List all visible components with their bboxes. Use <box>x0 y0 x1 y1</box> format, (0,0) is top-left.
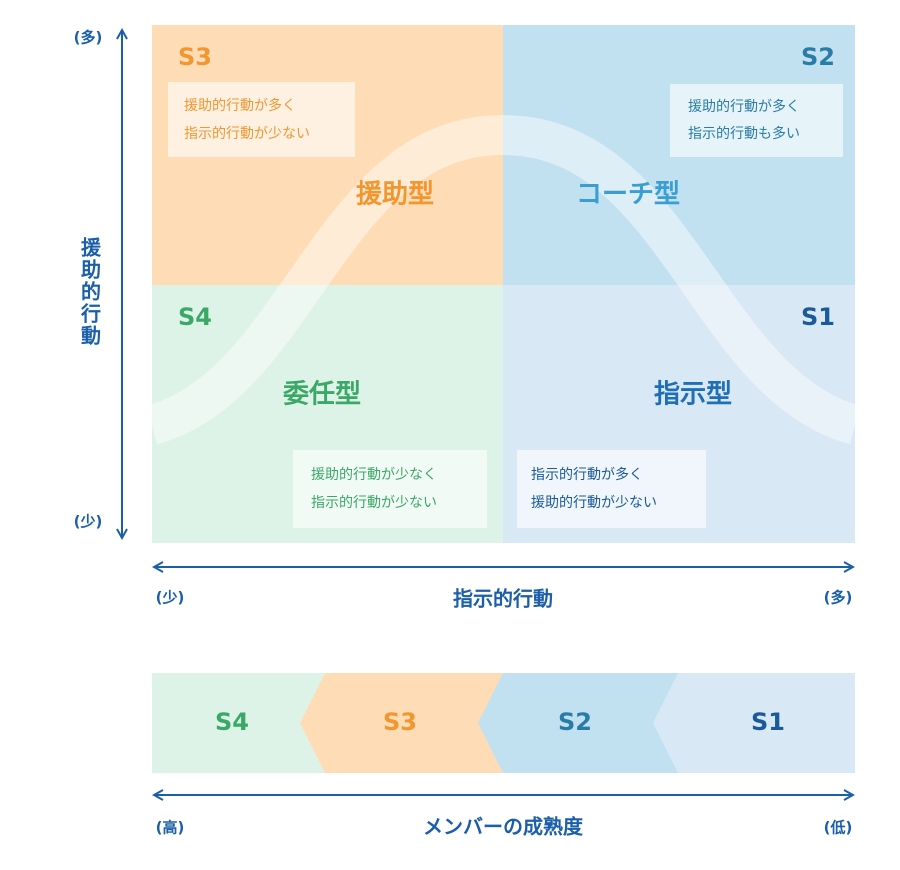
desc: 援助的行動が少ない <box>531 495 657 511</box>
x-right: (多) <box>824 589 853 607</box>
segment-label: S3 <box>383 708 417 736</box>
code: S2 <box>801 43 835 71</box>
desc: 援助的行動が多く <box>688 98 800 115</box>
y-bottom: (少) <box>74 513 103 531</box>
desc: 指示的行動が少ない <box>184 126 310 142</box>
segment-label: S1 <box>751 708 785 736</box>
segment-s1 <box>653 673 855 773</box>
desc: 援助的行動が多く <box>184 97 296 114</box>
y-label: 援助的行動 <box>78 236 102 347</box>
maturity-label: メンバーの成熟度 <box>423 815 584 839</box>
desc-box <box>168 82 355 157</box>
x-label: 指示的行動 <box>453 587 553 611</box>
style: コーチ型 <box>576 180 680 210</box>
desc-box <box>293 450 487 528</box>
desc: 援助的行動が少なく <box>311 467 437 483</box>
code: S1 <box>801 303 835 331</box>
maturity-left: (高) <box>156 819 185 837</box>
desc-box <box>670 84 843 157</box>
desc: 指示的行動が少ない <box>311 495 437 511</box>
segment-label: S4 <box>215 708 249 736</box>
code: S4 <box>178 303 212 331</box>
x-left: (少) <box>156 589 185 607</box>
segment-label: S2 <box>558 708 592 736</box>
desc: 指示的行動が多く <box>531 466 643 483</box>
style: 委任型 <box>283 380 361 410</box>
desc: 指示的行動も多い <box>688 125 800 142</box>
style: 指示型 <box>654 380 732 410</box>
code: S3 <box>178 43 212 71</box>
curve <box>152 114 855 445</box>
maturity-right: (低) <box>824 819 853 837</box>
y-top: (多) <box>74 29 103 47</box>
desc-box <box>517 450 706 528</box>
style: 援助型 <box>356 180 434 210</box>
